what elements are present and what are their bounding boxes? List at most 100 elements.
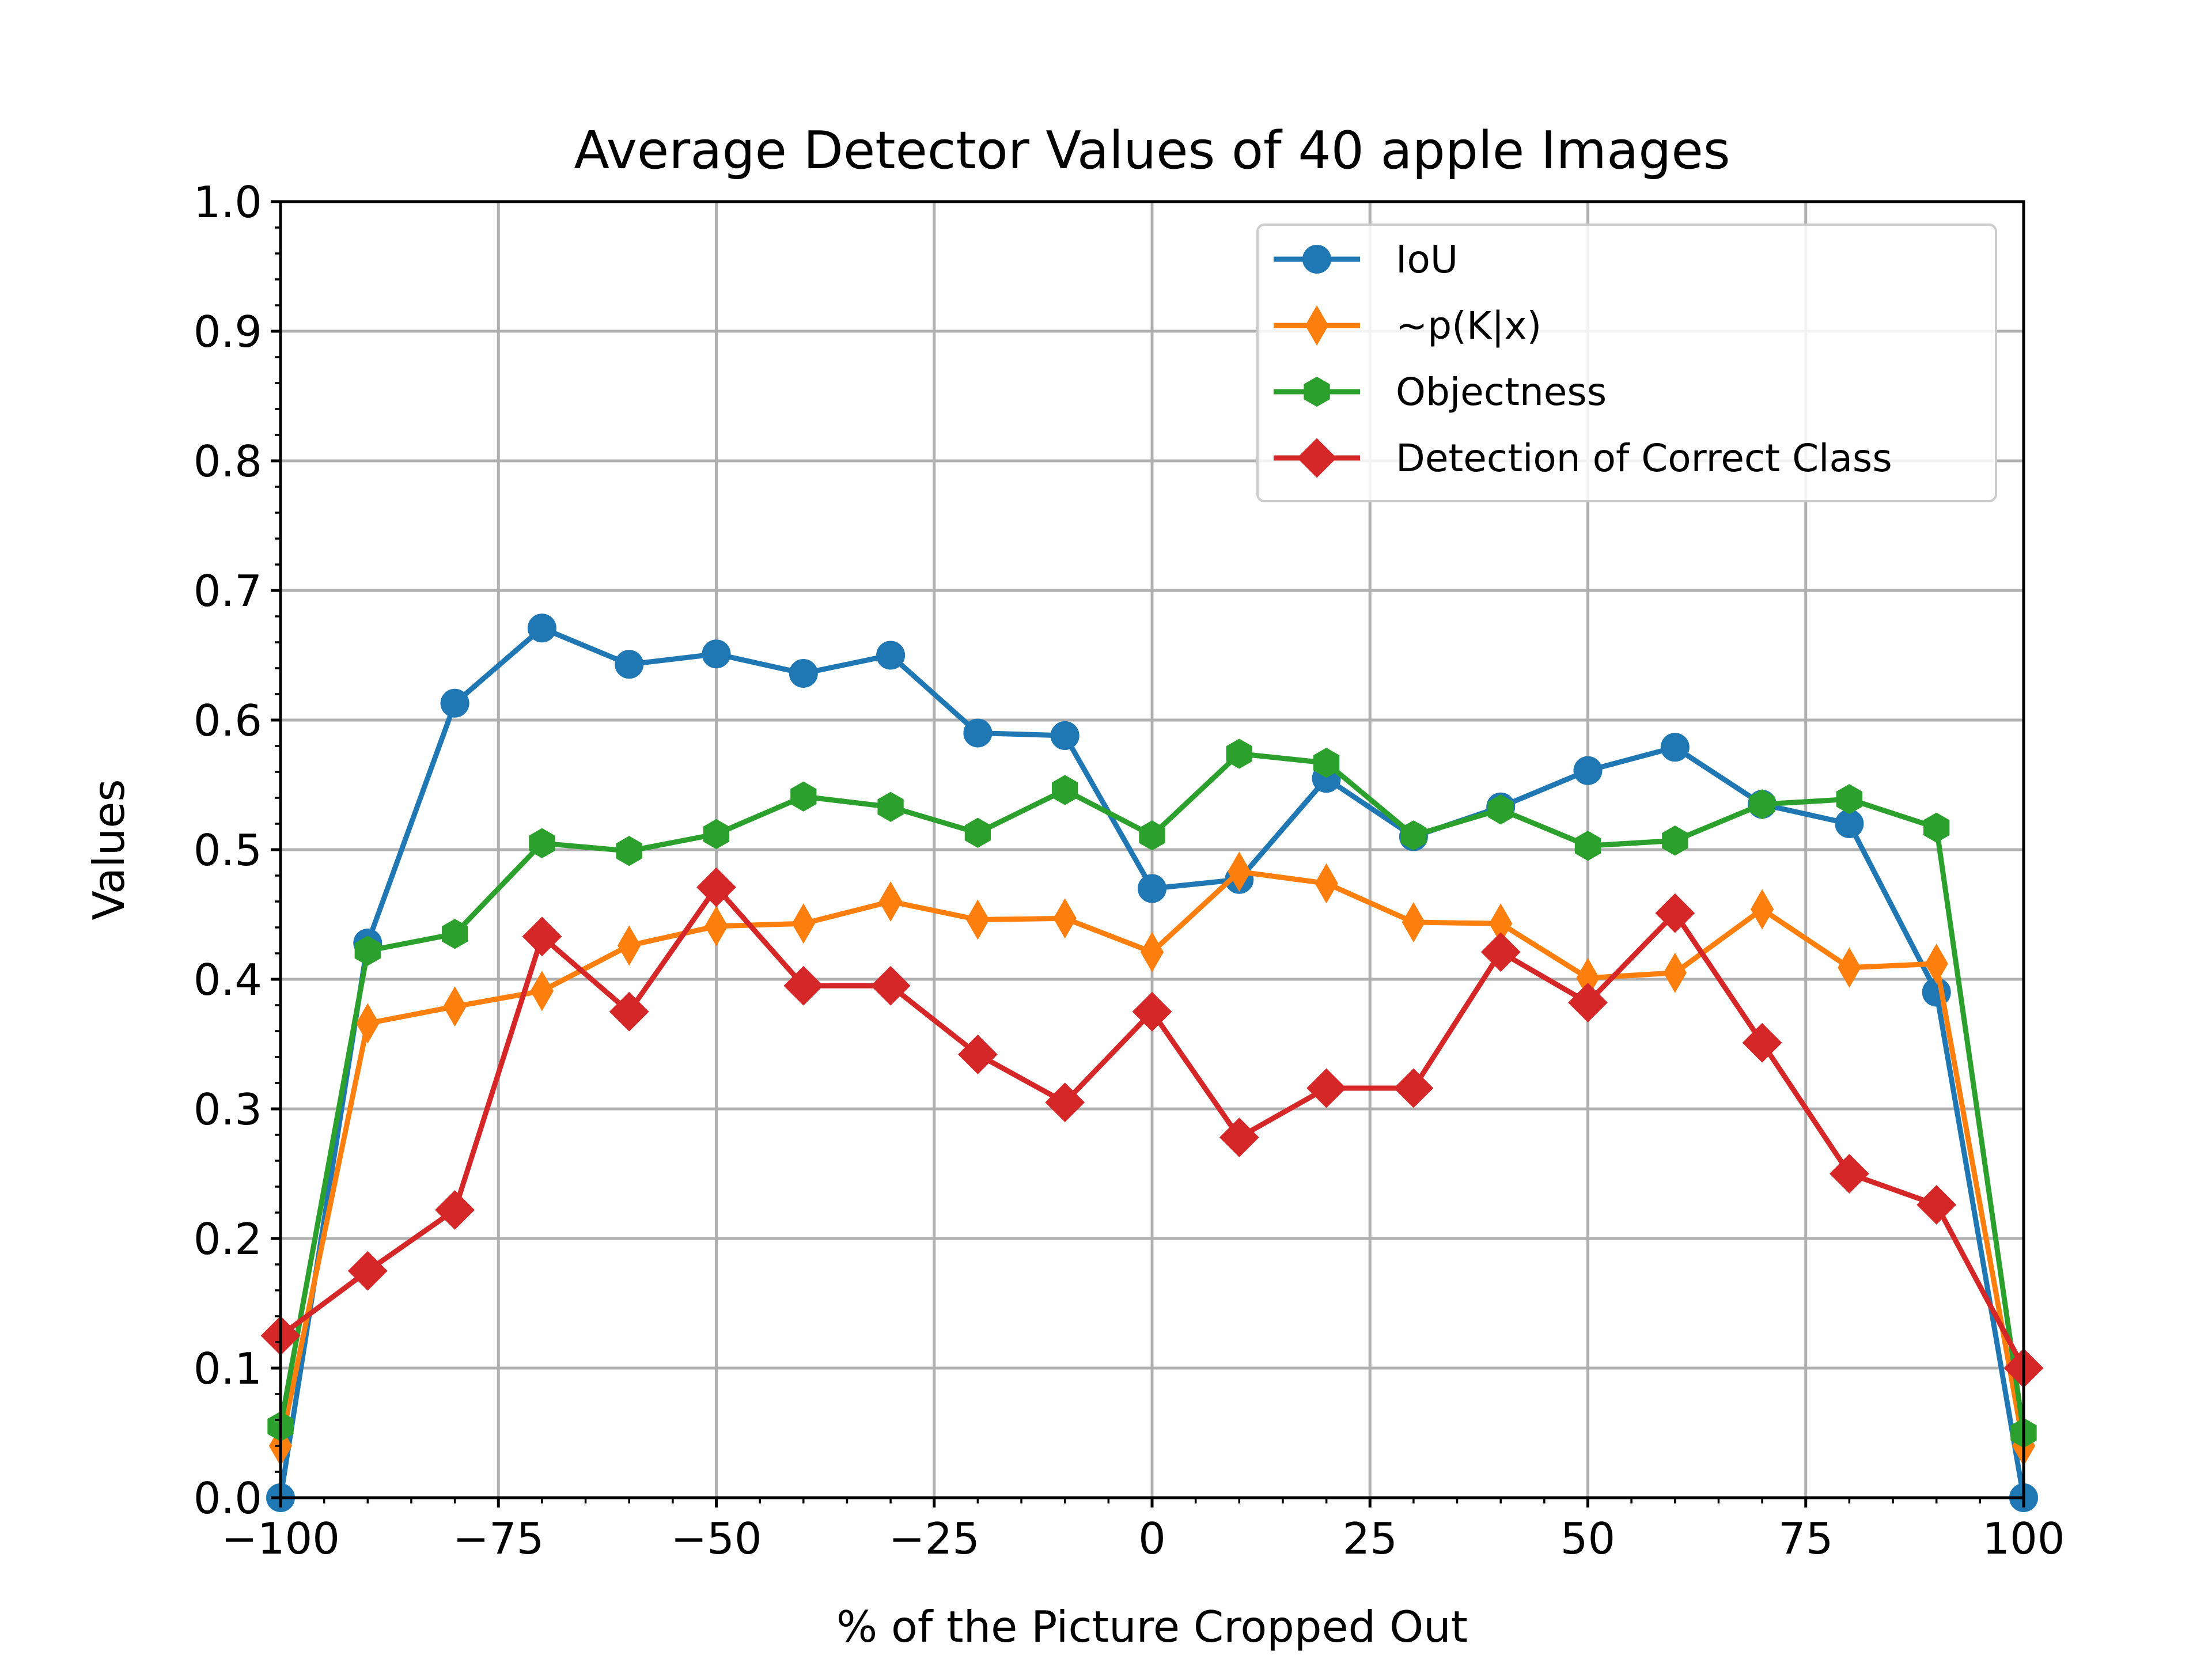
y-tick-label: 0.4 — [194, 955, 262, 1005]
data-point-marker — [1313, 748, 1340, 778]
axis-ticks: −100 −75 −50 −25 0 25 50 75 100 0.0 0.1 0.2 0.3 0.4 0.… — [194, 177, 2065, 1564]
legend-label: ~p(K|x) — [1396, 304, 1541, 348]
data-point-marker — [1750, 889, 1774, 930]
data-point-marker — [957, 1035, 998, 1074]
x-tick-label: 25 — [1343, 1513, 1397, 1564]
data-point-marker — [529, 828, 555, 858]
data-point-marker — [1480, 932, 1521, 972]
data-point-marker — [790, 781, 817, 812]
data-point-marker — [1829, 1154, 1869, 1194]
data-point-marker — [791, 903, 815, 944]
data-point-marker — [1660, 733, 1690, 762]
legend-label: Detection of Correct Class — [1396, 436, 1892, 480]
data-point-marker — [1139, 820, 1165, 851]
y-tick-label: 0.0 — [194, 1473, 262, 1524]
x-tick-label: −25 — [889, 1513, 980, 1564]
data-point-marker — [1923, 812, 1950, 843]
data-point-marker — [1749, 789, 1775, 820]
chart-title: Average Detector Values of 40 apple Imag… — [574, 120, 1730, 181]
data-point-marker — [1655, 893, 1695, 933]
data-point-marker — [1925, 943, 1948, 984]
data-point-marker — [618, 925, 641, 966]
legend-entry: ~p(K|x) — [1274, 304, 1541, 348]
legend-entry: Detection of Correct Class — [1274, 436, 1892, 480]
legend: IoU ~p(K|x) Objectness Detection of Correct… — [1256, 224, 1997, 502]
series-3 — [260, 867, 2044, 1388]
legend-marker-swatch — [1305, 305, 1329, 346]
x-tick-label: −100 — [221, 1513, 340, 1564]
data-point-marker — [354, 935, 381, 966]
y-axis-label: Values — [84, 779, 134, 920]
data-point-marker — [1742, 1022, 1782, 1063]
data-point-marker — [1050, 721, 1080, 750]
y-tick-label: 0.6 — [194, 695, 262, 746]
data-point-marker — [1138, 874, 1166, 903]
data-point-marker — [1140, 931, 1164, 972]
legend-box — [1256, 224, 1997, 502]
x-axis-label: % of the Picture Cropped Out — [836, 1601, 1468, 1652]
data-point-marker — [1916, 1185, 1957, 1225]
data-point-marker — [1053, 898, 1077, 939]
data-point-marker — [530, 971, 554, 1012]
data-point-marker — [703, 819, 730, 850]
data-point-marker — [1228, 851, 1251, 892]
data-point-marker — [1836, 784, 1863, 815]
data-point-marker — [527, 613, 556, 643]
legend-entry: Objectness — [1274, 370, 1607, 414]
x-tick-label: 50 — [1560, 1513, 1615, 1564]
data-point-marker — [1045, 1082, 1085, 1123]
legend-entry: IoU — [1274, 237, 1458, 282]
data-point-marker — [966, 899, 990, 940]
data-point-marker — [1487, 794, 1514, 825]
y-tick-label: 0.8 — [194, 436, 262, 487]
data-point-marker — [1573, 756, 1603, 785]
data-point-marker — [1574, 831, 1601, 861]
data-point-marker — [522, 916, 562, 957]
data-point-marker — [704, 906, 728, 946]
data-point-marker — [1219, 1118, 1259, 1157]
legend-marker-swatch — [1297, 438, 1337, 478]
x-tick-label: 0 — [1138, 1513, 1166, 1564]
legend-label: Objectness — [1396, 370, 1607, 414]
data-point-marker — [1402, 902, 1426, 943]
y-tick-label: 0.7 — [194, 566, 262, 616]
y-tick-label: 1.0 — [194, 177, 262, 228]
data-point-marker — [1226, 738, 1252, 769]
y-tick-label: 0.1 — [194, 1343, 262, 1394]
data-point-marker — [1306, 1068, 1347, 1108]
data-point-marker — [435, 1190, 475, 1230]
data-point-marker — [609, 991, 649, 1032]
y-tick-label: 0.2 — [194, 1214, 262, 1264]
x-tick-label: 100 — [1982, 1513, 2065, 1564]
data-point-marker — [696, 867, 736, 907]
data-point-marker — [1400, 820, 1427, 851]
x-tick-label: −75 — [453, 1513, 544, 1564]
data-point-marker — [1315, 863, 1338, 904]
data-point-marker — [1662, 825, 1688, 856]
data-point-marker — [876, 641, 906, 670]
data-point-marker — [347, 1251, 388, 1291]
y-tick-label: 0.5 — [194, 825, 262, 876]
data-point-marker — [870, 965, 911, 1006]
data-point-marker — [1132, 991, 1172, 1032]
data-point-marker — [1052, 775, 1078, 805]
x-tick-label: −50 — [671, 1513, 762, 1564]
data-point-marker — [702, 639, 731, 669]
y-tick-label: 0.3 — [194, 1084, 262, 1135]
data-point-marker — [1568, 983, 1608, 1022]
data-point-marker — [783, 965, 824, 1006]
legend-marker-swatch — [1302, 245, 1331, 274]
data-point-marker — [443, 986, 467, 1027]
data-point-marker — [878, 881, 903, 922]
data-point-marker — [440, 688, 469, 718]
data-point-marker — [615, 650, 644, 679]
x-tick-label: 75 — [1778, 1513, 1833, 1564]
data-point-marker — [877, 791, 904, 822]
series-2 — [267, 738, 2037, 1448]
data-point-marker — [1838, 947, 1861, 988]
y-tick-label: 0.9 — [194, 306, 262, 357]
series-layer — [260, 613, 2044, 1512]
data-point-marker — [356, 1003, 380, 1044]
data-point-marker — [441, 919, 468, 949]
